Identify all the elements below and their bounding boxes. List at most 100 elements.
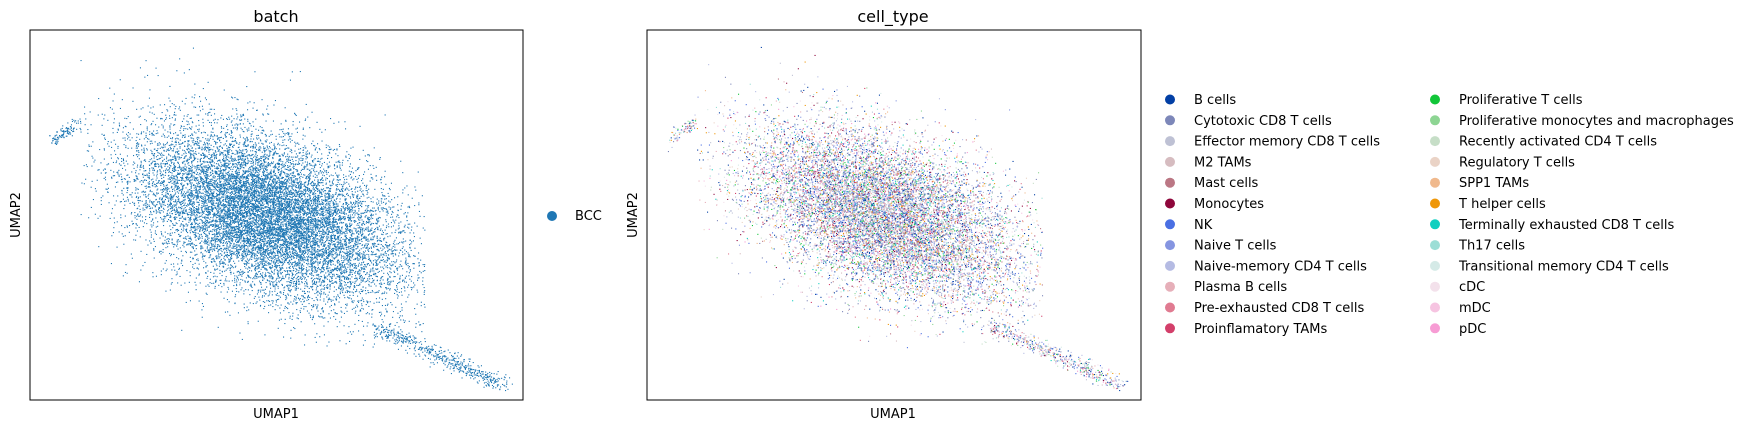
scatter-point [299,267,301,269]
scatter-point [292,188,294,190]
scatter-point [271,227,273,229]
scatter-point [160,154,162,156]
scatter-point [174,108,176,110]
scatter-point [235,138,237,140]
scatter-point [312,200,314,202]
scatter-point [147,244,149,246]
scatter-point [289,215,291,217]
scatter-point [275,152,277,154]
scatter-point [327,201,329,203]
scatter-point [274,236,276,238]
scatter-point [291,233,293,235]
scatter-point [274,215,276,217]
scatter-point [287,256,289,258]
scatter-point [258,221,260,223]
scatter-point [422,351,424,353]
scatter-point [337,276,339,278]
scatter-point [339,269,341,271]
scatter-point [292,265,294,267]
scatter-point [297,172,299,174]
scatter-point [391,247,393,249]
scatter-point [252,185,254,187]
scatter-point [317,273,319,275]
scatter-point [315,289,317,291]
scatter-point [308,266,310,268]
scatter-point [243,145,245,147]
scatter-point [244,238,246,240]
scatter-point [313,265,315,267]
scatter-point [271,245,273,247]
scatter-point [348,207,350,209]
scatter-point [210,200,212,202]
scatter-point [169,178,171,180]
scatter-point [236,151,238,153]
scatter-point [470,365,472,367]
scatter-point [193,143,195,145]
scatter-point [478,371,480,373]
scatter-point [290,181,292,183]
scatter-point [385,202,387,204]
scatter-point [271,241,273,243]
scatter-point [394,239,396,241]
scatter-point [409,207,411,209]
scatter-point [226,198,228,200]
scatter-point [381,276,383,278]
scatter-point [215,183,217,185]
scatter-point [161,146,163,148]
scatter-point [214,243,216,245]
scatter-point [246,145,248,147]
scatter-point [319,278,321,280]
scatter-point [250,215,252,217]
scatter-point [311,309,313,311]
scatter-point [262,263,264,265]
scatter-point [473,374,475,376]
scatter-point [273,152,275,154]
scatter-point [124,137,126,139]
scatter-point [395,237,397,239]
scatter-point [312,269,314,271]
scatter-point [168,205,170,207]
scatter-point [320,294,322,296]
scatter-point [208,166,210,168]
scatter-point [320,213,322,215]
scatter-point [225,162,227,164]
scatter-point [211,224,213,226]
scatter-point [432,348,434,350]
scatter-point [253,247,255,249]
scatter-point [192,246,194,248]
scatter-point [304,147,306,149]
scatter-point [222,173,224,175]
scatter-point [152,224,154,226]
scatter-point [157,192,159,194]
scatter-point [319,254,321,256]
scatter-point [312,198,314,200]
scatter-point [249,226,251,228]
scatter-point [305,239,307,241]
scatter-point [159,182,161,184]
scatter-point [252,278,254,280]
scatter-point [105,179,107,181]
scatter-point [298,244,300,246]
scatter-point [214,122,216,124]
scatter-point [192,198,194,200]
scatter-point [263,169,265,171]
scatter-point [359,200,361,202]
scatter-point [348,170,350,172]
scatter-point [206,176,208,178]
scatter-point [295,223,297,225]
scatter-point [189,200,191,202]
scatter-point [225,223,227,225]
scatter-point [142,166,144,168]
scatter-point [369,270,371,272]
scatter-point [138,150,140,152]
scatter-point [352,195,354,197]
scatter-point [339,234,341,236]
scatter-point [315,198,317,200]
scatter-point [378,270,380,272]
scatter-point [262,215,264,217]
scatter-point [181,182,183,184]
scatter-point [337,155,339,157]
scatter-point [304,283,306,285]
scatter-point [228,233,230,235]
scatter-point [328,291,330,293]
